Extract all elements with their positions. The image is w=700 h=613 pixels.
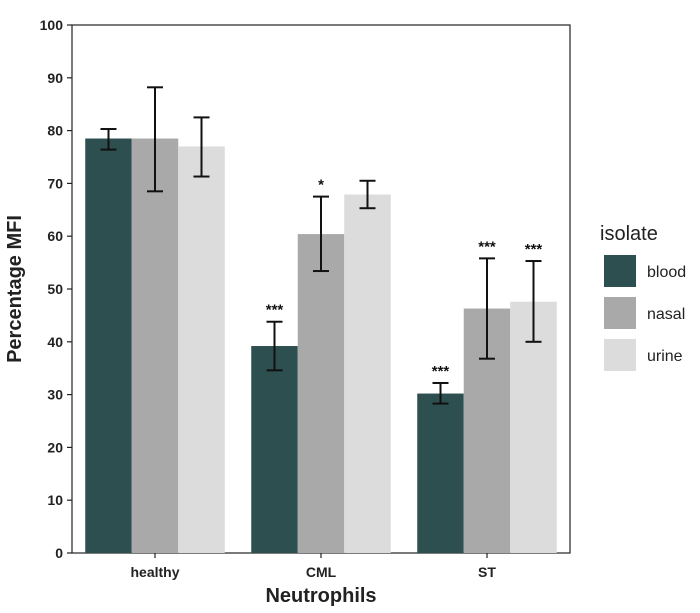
bars-layer — [85, 138, 557, 553]
error-bar-urine-healthy — [193, 116, 210, 178]
legend-label-urine: urine — [647, 348, 683, 365]
error-bar-urine-st — [525, 260, 542, 343]
bar-urine-cml — [344, 194, 391, 553]
significance-layer: ********** *** — [266, 177, 543, 380]
error-bar-nasal-st — [479, 257, 495, 360]
y-tick-label-90: 90 — [47, 70, 63, 86]
error-bar-nasal-cml — [313, 195, 329, 273]
significance-label-blood-cml: *** — [266, 302, 284, 319]
significance-label-urine-st: *** — [525, 241, 543, 258]
x-tick-label-healthy: healthy — [130, 564, 179, 580]
x-tick-label-st: ST — [478, 564, 496, 580]
y-tick-label-30: 30 — [47, 387, 63, 403]
x-axis: healthy CML ST — [130, 553, 496, 580]
legend-label-blood: blood — [647, 264, 686, 281]
bar-urine-healthy — [178, 146, 225, 553]
error-bar-nasal-healthy — [147, 86, 163, 193]
y-tick-label-50: 50 — [47, 281, 63, 297]
y-tick-label-0: 0 — [55, 545, 63, 561]
error-bar-blood-healthy — [100, 128, 117, 151]
legend-swatch-urine — [604, 339, 636, 371]
y-tick-label-70: 70 — [47, 175, 63, 191]
significance-label-nasal-cml: * — [318, 177, 324, 194]
error-bars-layer — [100, 86, 542, 405]
bar-blood-healthy — [85, 138, 132, 553]
legend-title: isolate — [600, 223, 658, 245]
y-tick-label-100: 100 — [40, 17, 64, 33]
significance-label-blood-st: *** — [432, 363, 450, 380]
y-tick-label-40: 40 — [47, 334, 63, 350]
y-tick-label-20: 20 — [47, 439, 63, 455]
error-bar-blood-st — [432, 381, 449, 405]
error-bar-urine-cml — [359, 179, 376, 210]
legend-swatch-blood — [604, 255, 636, 287]
legend-swatch-nasal — [604, 297, 636, 329]
bar-urine-st — [510, 301, 557, 553]
legend-label-nasal: nasal — [647, 306, 685, 323]
x-axis-title: Neutrophils — [265, 585, 376, 607]
y-tick-label-60: 60 — [47, 228, 63, 244]
y-axis: 0 10 20 30 40 50 60 70 80 90 100 — [40, 17, 72, 561]
y-tick-label-80: 80 — [47, 123, 63, 139]
y-tick-label-10: 10 — [47, 492, 63, 508]
bar-blood-st — [417, 393, 464, 553]
y-axis-title: Percentage MFI — [4, 215, 26, 363]
error-bar-blood-cml — [266, 320, 283, 372]
legend: isolate blood nasal urine — [600, 223, 686, 371]
significance-label-nasal-st: *** — [478, 238, 496, 255]
x-tick-label-cml: CML — [306, 564, 337, 580]
bar-blood-cml — [251, 346, 298, 553]
bar-nasal-healthy — [131, 138, 179, 553]
bar-nasal-cml — [297, 234, 345, 553]
